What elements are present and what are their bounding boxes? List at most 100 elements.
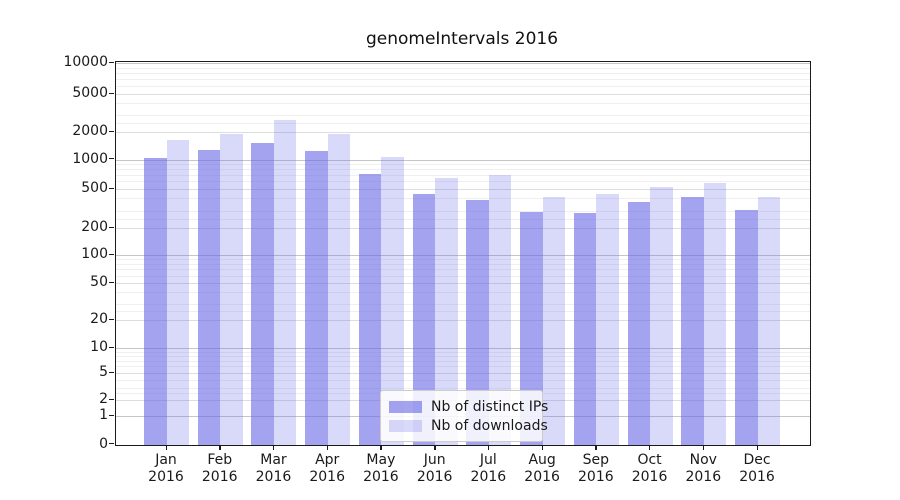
gridline-minor: [116, 275, 810, 277]
bar-jun-ips: [412, 193, 436, 445]
legend-label-downloads: Nb of downloads: [431, 417, 548, 434]
gridline-major: [116, 94, 810, 95]
y-tick-label: 1: [99, 407, 108, 423]
x-tick-mark: [756, 445, 758, 450]
y-tick-label: 5000: [72, 85, 108, 101]
y-tick-label: 1000: [72, 150, 108, 167]
y-tick-label: 20: [90, 311, 108, 327]
bar-may-downloads: [381, 157, 404, 445]
gridline-minor: [116, 210, 810, 212]
x-tick-label-apr: Apr 2016: [309, 452, 345, 485]
bar-mar-downloads: [273, 119, 297, 445]
bar-mar-ips: [251, 142, 274, 445]
bar-oct-ips: [627, 201, 651, 445]
gridline-minor: [116, 181, 810, 183]
bar-oct-downloads: [650, 187, 673, 445]
y-tick-label: 0: [99, 435, 108, 452]
y-tick-label: 100: [81, 246, 108, 262]
bar-jun-downloads: [435, 177, 458, 445]
y-tick-mark: [109, 92, 114, 94]
x-tick-label-mar: Mar 2016: [255, 452, 292, 485]
x-tick-mark: [165, 445, 167, 450]
gridline-minor: [116, 72, 810, 74]
bar-jan-downloads: [166, 139, 189, 445]
x-tick-mark: [649, 445, 651, 450]
chart-title: genomeIntervals 2016: [365, 29, 559, 49]
gridline-major: [116, 255, 810, 256]
bar-jan-ips: [144, 157, 167, 445]
legend-item-downloads: Nb of downloads: [389, 416, 548, 435]
y-tick-mark: [109, 443, 114, 445]
gridline-minor: [116, 198, 810, 200]
gridline-major: [116, 228, 810, 229]
y-tick-mark: [109, 318, 114, 320]
legend: Nb of distinct IPs Nb of downloads: [380, 390, 548, 442]
x-tick-label-dec: Dec 2016: [739, 452, 775, 485]
gridline-minor: [116, 292, 810, 293]
bar-feb-downloads: [220, 134, 243, 445]
y-tick-mark: [109, 61, 114, 63]
bar-jul-ips: [466, 199, 489, 445]
x-tick-mark: [380, 445, 382, 450]
gridline-major: [116, 373, 810, 374]
bar-sep-downloads: [596, 193, 619, 445]
y-tick-mark: [109, 226, 114, 228]
legend-swatch-downloads: [389, 419, 422, 432]
bar-jul-downloads: [488, 175, 512, 445]
plot-area: [115, 61, 811, 446]
gridline-major: [116, 159, 810, 161]
gridline-minor: [116, 269, 810, 271]
x-tick-label-sep: Sep 2016: [578, 452, 614, 485]
gridline-minor: [116, 351, 810, 353]
gridline-minor: [116, 174, 810, 176]
x-tick-label-aug: Aug 2016: [524, 452, 560, 485]
gridline-minor: [116, 122, 810, 124]
x-tick-label-jan: Jan 2016: [148, 452, 184, 485]
legend-swatch-distinct-ips: [389, 400, 422, 413]
gridline-minor: [116, 366, 810, 368]
bar-aug-downloads: [542, 197, 566, 445]
gridline-minor: [116, 360, 810, 362]
x-tick-label-jun: Jun 2016: [416, 452, 453, 485]
bar-dec-downloads: [757, 197, 781, 445]
bar-sep-ips: [573, 213, 597, 445]
gridline-major: [116, 283, 810, 284]
y-tick-label: 2000: [72, 123, 108, 139]
legend-label-distinct-ips: Nb of distinct IPs: [431, 398, 549, 415]
x-tick-label-nov: Nov 2016: [685, 452, 722, 485]
x-tick-label-oct: Oct 2016: [631, 452, 668, 485]
y-tick-mark: [109, 414, 114, 416]
x-tick-label-jul: Jul 2016: [470, 452, 507, 485]
gridline-minor: [116, 78, 810, 80]
gridline-minor: [116, 388, 810, 390]
gridline-minor: [116, 356, 810, 358]
gridline-minor: [116, 379, 810, 381]
y-tick-mark: [109, 187, 114, 189]
y-tick-mark: [109, 158, 114, 160]
gridline-major: [116, 348, 810, 349]
y-tick-label: 10: [90, 339, 108, 355]
gridline-major: [116, 320, 810, 321]
x-tick-label-feb: Feb 2016: [201, 452, 238, 485]
y-tick-label: 200: [81, 219, 108, 235]
y-tick-mark: [109, 398, 114, 400]
x-tick-mark: [272, 445, 275, 450]
gridline-major: [116, 63, 810, 64]
x-tick-label-may: May 2016: [363, 452, 399, 485]
gridline-minor: [116, 218, 810, 220]
bar-nov-ips: [681, 197, 704, 445]
gridline-minor: [116, 264, 810, 265]
gridline-minor: [116, 303, 810, 305]
gridline-minor: [116, 310, 810, 312]
gridline-minor: [116, 115, 810, 117]
gridline-minor: [116, 67, 810, 69]
x-tick-mark: [541, 445, 543, 450]
y-tick-label: 500: [81, 180, 108, 196]
y-tick-mark: [109, 281, 114, 283]
bar-apr-ips: [305, 150, 328, 445]
bar-feb-ips: [197, 150, 221, 445]
bar-aug-ips: [520, 212, 543, 445]
gridline-minor: [116, 163, 810, 165]
y-tick-label: 2: [99, 391, 108, 407]
